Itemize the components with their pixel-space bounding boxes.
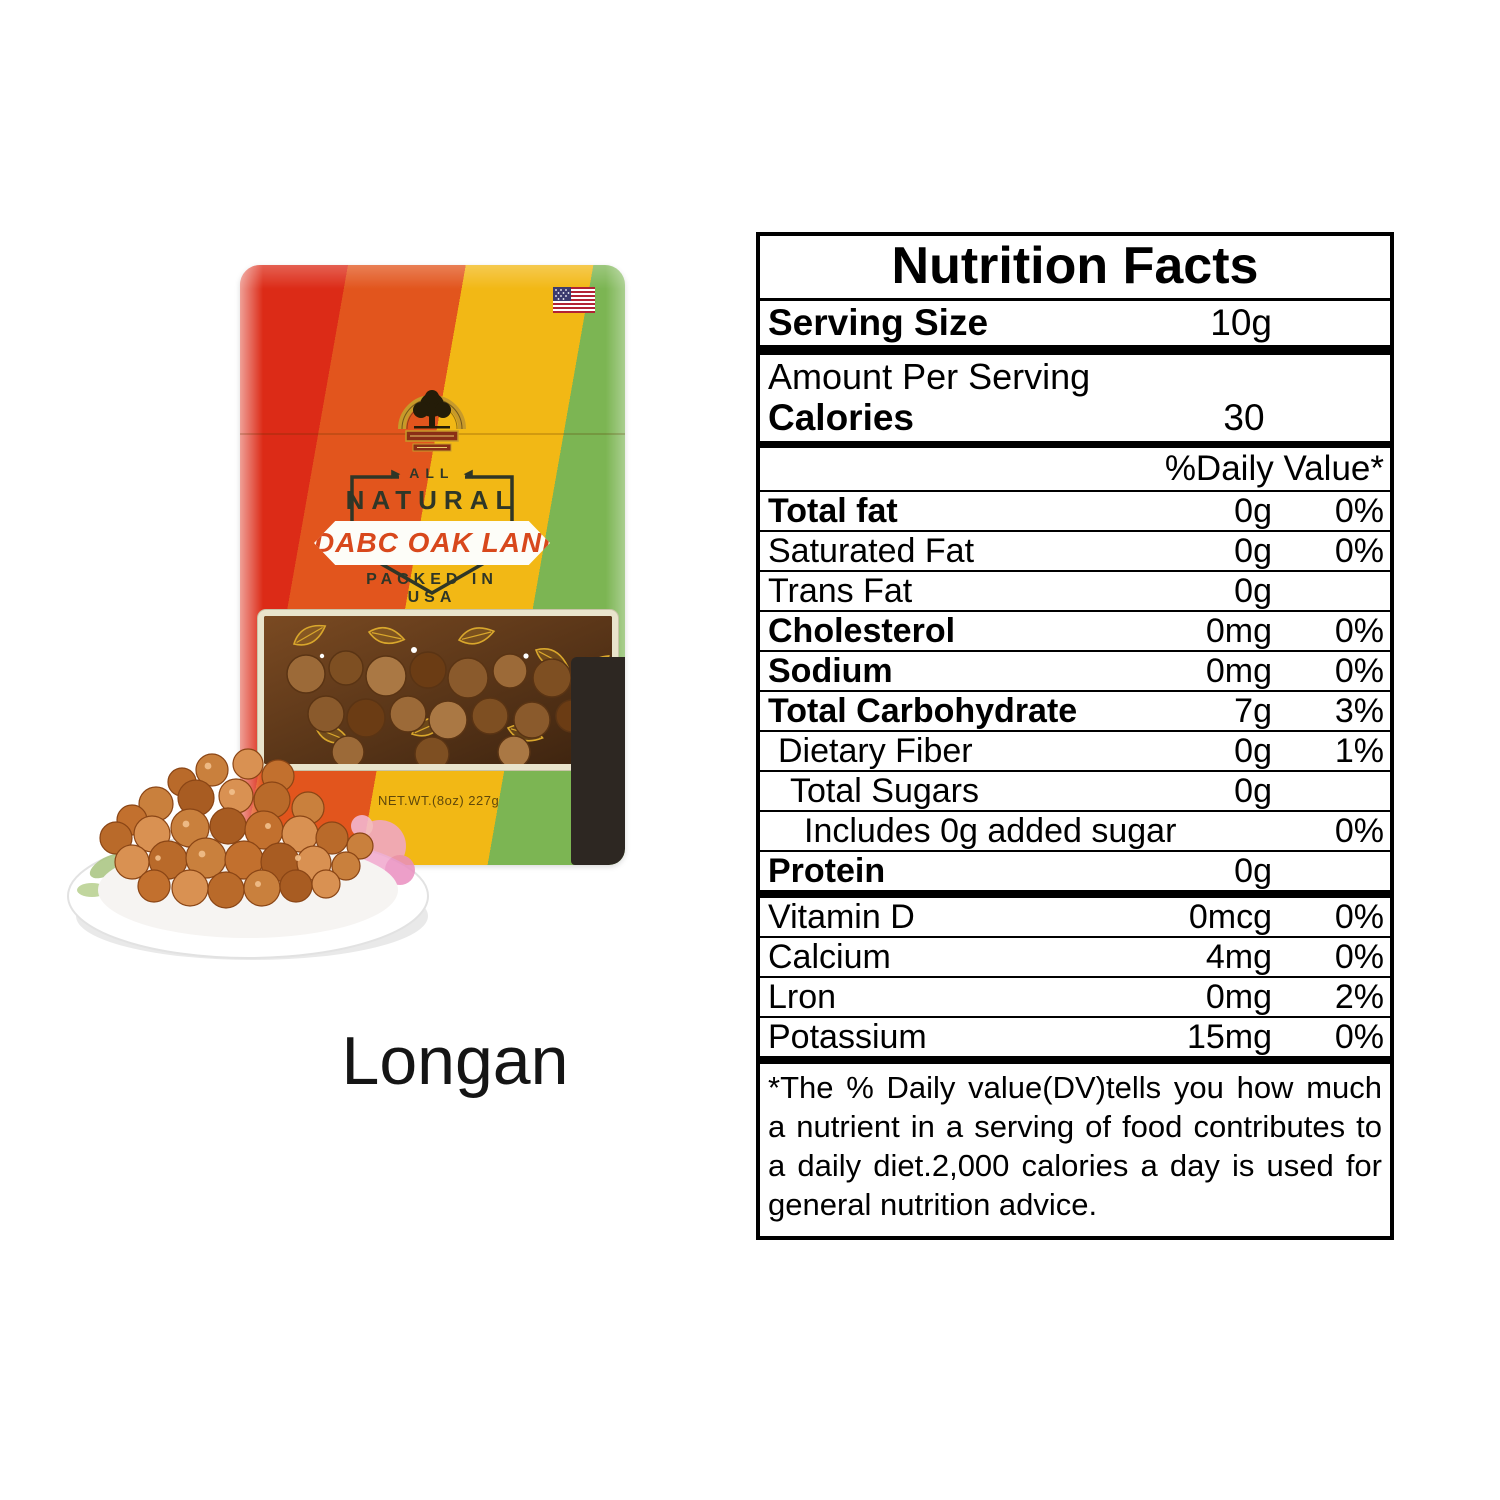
floral-pattern bbox=[77, 815, 415, 897]
nutrient-rows: Total fat 0g 0% Saturated Fat 0g 0% Tran… bbox=[760, 492, 1390, 1064]
nutrient-amount: 4mg bbox=[1205, 937, 1272, 976]
nutrient-row: Saturated Fat 0g 0% bbox=[760, 532, 1390, 572]
nutrient-row: Trans Fat 0g bbox=[760, 572, 1390, 612]
nutrient-daily-value: 0% bbox=[1334, 897, 1384, 936]
nutrient-row: Cholesterol 0mg 0% bbox=[760, 612, 1390, 652]
nutrient-label: Protein bbox=[768, 851, 886, 890]
brand-badge: ▶ ALL ◀ NATURAL DABC OAK LAND PACKED IN … bbox=[314, 463, 550, 606]
nutrient-label: Total Sugars bbox=[790, 771, 979, 810]
nutrient-daily-value: 3% bbox=[1334, 691, 1384, 730]
nutrient-row: Sodium 0mg 0% bbox=[760, 652, 1390, 692]
nutrient-label: Cholesterol bbox=[768, 611, 956, 650]
nutrient-label: Trans Fat bbox=[768, 571, 913, 610]
nutrient-label: Sodium bbox=[768, 651, 893, 690]
oak-tree-logo-icon bbox=[398, 390, 466, 452]
serving-size-row: Serving Size 10g bbox=[760, 301, 1390, 355]
brand-name: DABC OAK LAND bbox=[314, 527, 564, 558]
nutrient-row: Protein 0g bbox=[760, 852, 1390, 898]
nutrient-amount: 0mcg bbox=[1188, 897, 1272, 936]
nutrient-amount: 0mg bbox=[1205, 651, 1272, 690]
nutrient-amount: 0mg bbox=[1205, 611, 1272, 650]
nutrient-label: Calcium bbox=[768, 937, 891, 976]
nutrient-row: Potassium 15mg 0% bbox=[760, 1018, 1390, 1064]
calories-row: Calories 30 bbox=[768, 397, 1384, 439]
nutrient-daily-value: 0% bbox=[1334, 491, 1384, 530]
nutrient-amount: 0g bbox=[1234, 491, 1272, 530]
badge-frame bbox=[350, 475, 514, 596]
nutrient-amount: 0g bbox=[1234, 731, 1272, 770]
daily-value-header: %Daily Value* bbox=[760, 448, 1390, 492]
brand-ribbon: DABC OAK LAND bbox=[314, 521, 550, 565]
nutrient-label: Saturated Fat bbox=[768, 531, 975, 570]
us-flag-icon bbox=[553, 287, 595, 313]
left-arrow-icon: ◀ bbox=[464, 468, 473, 480]
nutrient-label: Vitamin D bbox=[768, 897, 915, 936]
serving-size-value: 10g bbox=[1210, 302, 1272, 343]
nutrient-daily-value: 0% bbox=[1334, 811, 1384, 850]
calories-cell: Amount Per Serving Calories 30 bbox=[760, 355, 1390, 448]
package-black-panel bbox=[571, 657, 625, 865]
calories-value: 30 bbox=[1223, 397, 1265, 438]
nutrient-label: Potassium bbox=[768, 1017, 927, 1056]
nutrient-amount: 0g bbox=[1234, 531, 1272, 570]
nutrient-amount: 0g bbox=[1234, 571, 1272, 610]
nutrient-daily-value: 0% bbox=[1334, 937, 1384, 976]
badge-all-text: ALL bbox=[409, 465, 455, 481]
nutrient-row: Vitamin D 0mcg 0% bbox=[760, 898, 1390, 938]
nutrient-row: Includes 0g added sugars 0% bbox=[760, 812, 1390, 852]
nutrient-row: Total fat 0g 0% bbox=[760, 492, 1390, 532]
nutrient-daily-value: 0% bbox=[1334, 611, 1384, 650]
nutrient-daily-value: 0% bbox=[1334, 651, 1384, 690]
nutrient-row: Calcium 4mg 0% bbox=[760, 938, 1390, 978]
product-caption: Longan bbox=[341, 1023, 569, 1099]
nutrient-amount: 7g bbox=[1234, 691, 1272, 730]
nutrient-label: Includes 0g added sugars bbox=[804, 811, 1177, 850]
longan-plate-photo bbox=[62, 728, 434, 968]
nutrient-daily-value: 0% bbox=[1334, 1017, 1384, 1056]
nutrient-daily-value: 1% bbox=[1334, 731, 1384, 770]
packed-in-usa-text: PACKED IN USA bbox=[366, 571, 498, 606]
nutrient-amount: 0mg bbox=[1205, 977, 1272, 1016]
badge-all-line: ▶ ALL ◀ bbox=[344, 465, 520, 481]
nutrient-row: Total Sugars 0g bbox=[760, 772, 1390, 812]
nutrient-row: Dietary Fiber 0g 1% bbox=[760, 732, 1390, 772]
nutrient-daily-value: 2% bbox=[1334, 977, 1384, 1016]
package-window bbox=[258, 610, 618, 770]
nutrient-row: Lron 0mg 2% bbox=[760, 978, 1390, 1018]
nutrient-label: Total Carbohydrate bbox=[768, 691, 1078, 730]
right-arrow-icon: ▶ bbox=[391, 468, 400, 480]
nutrient-label: Total fat bbox=[768, 491, 898, 530]
amount-per-serving-label: Amount Per Serving bbox=[768, 356, 1091, 397]
nutrient-amount: 15mg bbox=[1186, 1017, 1272, 1056]
badge-natural-text: NATURAL bbox=[345, 485, 519, 515]
nutrition-facts-panel: Nutrition Facts Serving Size 10g Amount … bbox=[756, 232, 1394, 1240]
dried-longan-photo bbox=[264, 616, 612, 764]
nutrient-amount: 0g bbox=[1234, 771, 1272, 810]
nutrient-label: Lron bbox=[768, 977, 837, 1016]
calories-label: Calories bbox=[768, 397, 915, 438]
daily-value-footnote: *The % Daily value(DV)tells you how much… bbox=[768, 1070, 1382, 1222]
nutrient-row: Total Carbohydrate 7g 3% bbox=[760, 692, 1390, 732]
serving-size-label: Serving Size bbox=[768, 302, 989, 343]
net-weight-text: NET.WT.(8oz) 227g bbox=[378, 793, 500, 808]
nutrition-title: Nutrition Facts bbox=[760, 236, 1390, 301]
nutrient-amount: 0g bbox=[1234, 851, 1272, 890]
nutrient-daily-value: 0% bbox=[1334, 531, 1384, 570]
nutrient-label: Dietary Fiber bbox=[778, 731, 973, 770]
